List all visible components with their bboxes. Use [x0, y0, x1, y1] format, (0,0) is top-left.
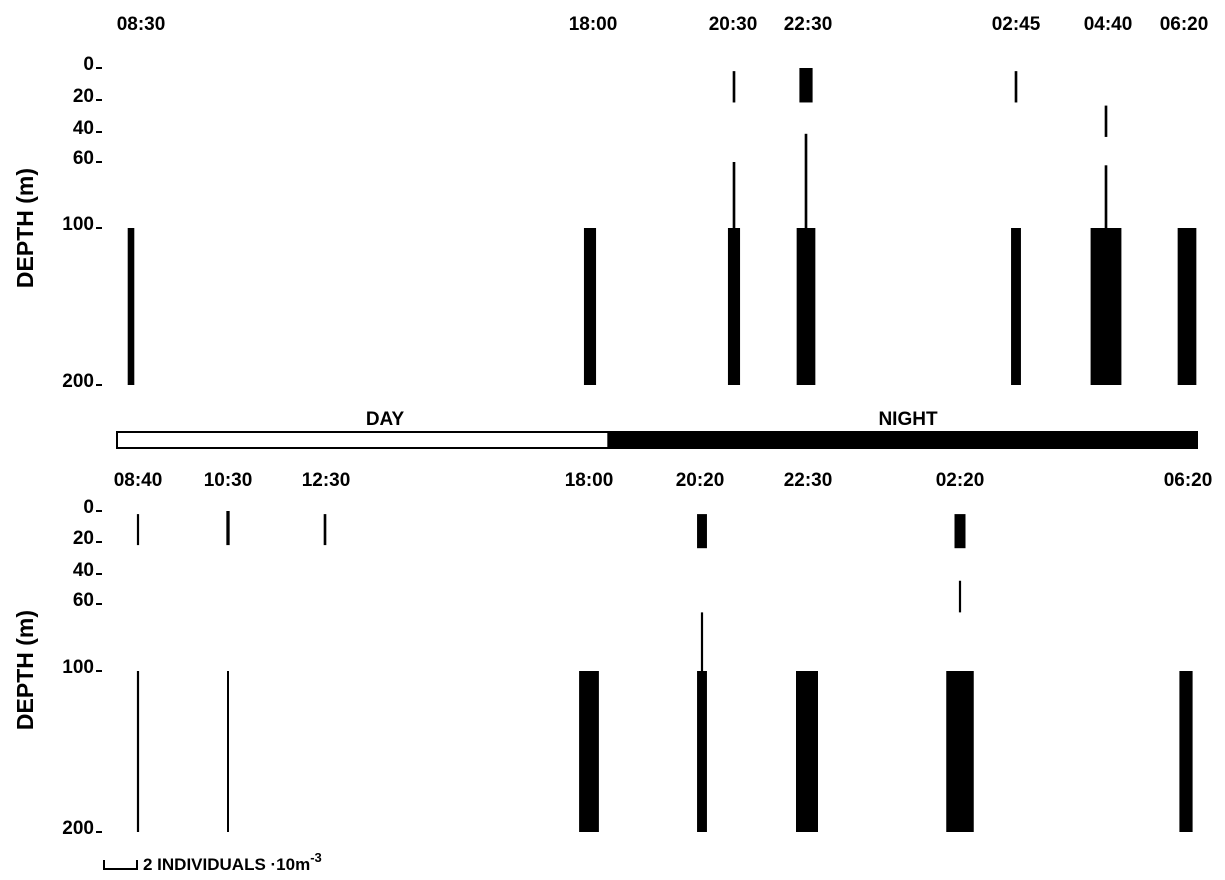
abundance-bar [227, 671, 229, 832]
y-axis-label: DEPTH (m) [12, 168, 38, 288]
abundance-bar [697, 671, 707, 832]
y-tick-label: 100 [62, 214, 94, 235]
upper-panel: DEPTH (m) 0 20 40 60 100 200 08:30 18:00 20:30 22:… [12, 14, 1208, 392]
y-tick-label: 60 [73, 590, 94, 611]
y-tick-label: 40 [73, 560, 94, 581]
y-axis-label: DEPTH (m) [12, 610, 38, 730]
abundance-bar [799, 68, 813, 103]
abundance-bar [583, 228, 597, 385]
day-label: DAY [366, 409, 405, 430]
abundance-bar [954, 514, 966, 549]
time-label: 12:30 [302, 470, 351, 491]
abundance-bar [697, 514, 707, 549]
abundance-bar [1011, 228, 1021, 385]
time-label: 20:20 [676, 470, 725, 491]
time-label: 20:30 [709, 14, 758, 35]
abundance-bar [796, 671, 818, 832]
abundance-bar [1014, 71, 1018, 103]
time-label: 10:30 [204, 470, 253, 491]
abundance-bar [1090, 228, 1122, 385]
scale-label: 2 INDIVIDUALS ·10m-3 [143, 850, 322, 874]
y-tick-label: 60 [73, 148, 94, 169]
y-tick-label: 20 [73, 86, 94, 107]
y-tick-label: 20 [73, 528, 94, 549]
time-label: 06:20 [1164, 470, 1213, 491]
day-segment [116, 431, 610, 449]
time-label: 08:40 [114, 470, 163, 491]
y-tick-label: 200 [62, 371, 94, 392]
abundance-bar [1104, 165, 1108, 228]
y-tick-label: 200 [62, 818, 94, 839]
time-label: 06:20 [1160, 14, 1209, 35]
abundance-bar [727, 228, 741, 385]
time-label: 22:30 [784, 470, 833, 491]
abundance-bar [946, 671, 974, 832]
time-label: 18:00 [565, 470, 614, 491]
scale-legend: 2 INDIVIDUALS ·10m-3 [103, 850, 322, 874]
y-tick-label: 40 [73, 118, 94, 139]
abundance-bar [1177, 228, 1197, 385]
time-label: 08:30 [117, 14, 166, 35]
abundance-bar [732, 162, 736, 228]
y-tick-label: 0 [83, 497, 94, 518]
abundance-bar [226, 511, 230, 546]
abundance-bar [958, 580, 962, 613]
abundance-bar [1179, 671, 1193, 832]
abundance-bar [1104, 105, 1108, 137]
time-label: 18:00 [569, 14, 618, 35]
abundance-bar [804, 133, 808, 228]
night-label: NIGHT [878, 409, 938, 430]
time-label: 02:45 [992, 14, 1041, 35]
time-label: 02:20 [936, 470, 985, 491]
day-night-bar: DAY NIGHT [116, 409, 1198, 449]
abundance-bar [579, 671, 599, 832]
y-tick-label: 0 [83, 54, 94, 75]
scale-bracket [103, 860, 138, 870]
abundance-bar [136, 671, 140, 832]
abundance-bar [732, 71, 736, 103]
night-segment [607, 431, 1198, 449]
abundance-bar [796, 228, 816, 385]
abundance-bar [136, 514, 140, 546]
time-label: 22:30 [784, 14, 833, 35]
lower-panel: DEPTH (m) 0 20 40 60 100 200 08:40 10:30 12:30 18:… [12, 470, 1212, 839]
abundance-bar [700, 612, 704, 671]
y-tick-label: 100 [62, 657, 94, 678]
abundance-bar [323, 514, 327, 546]
abundance-bar [127, 228, 135, 385]
time-label: 04:40 [1084, 14, 1133, 35]
